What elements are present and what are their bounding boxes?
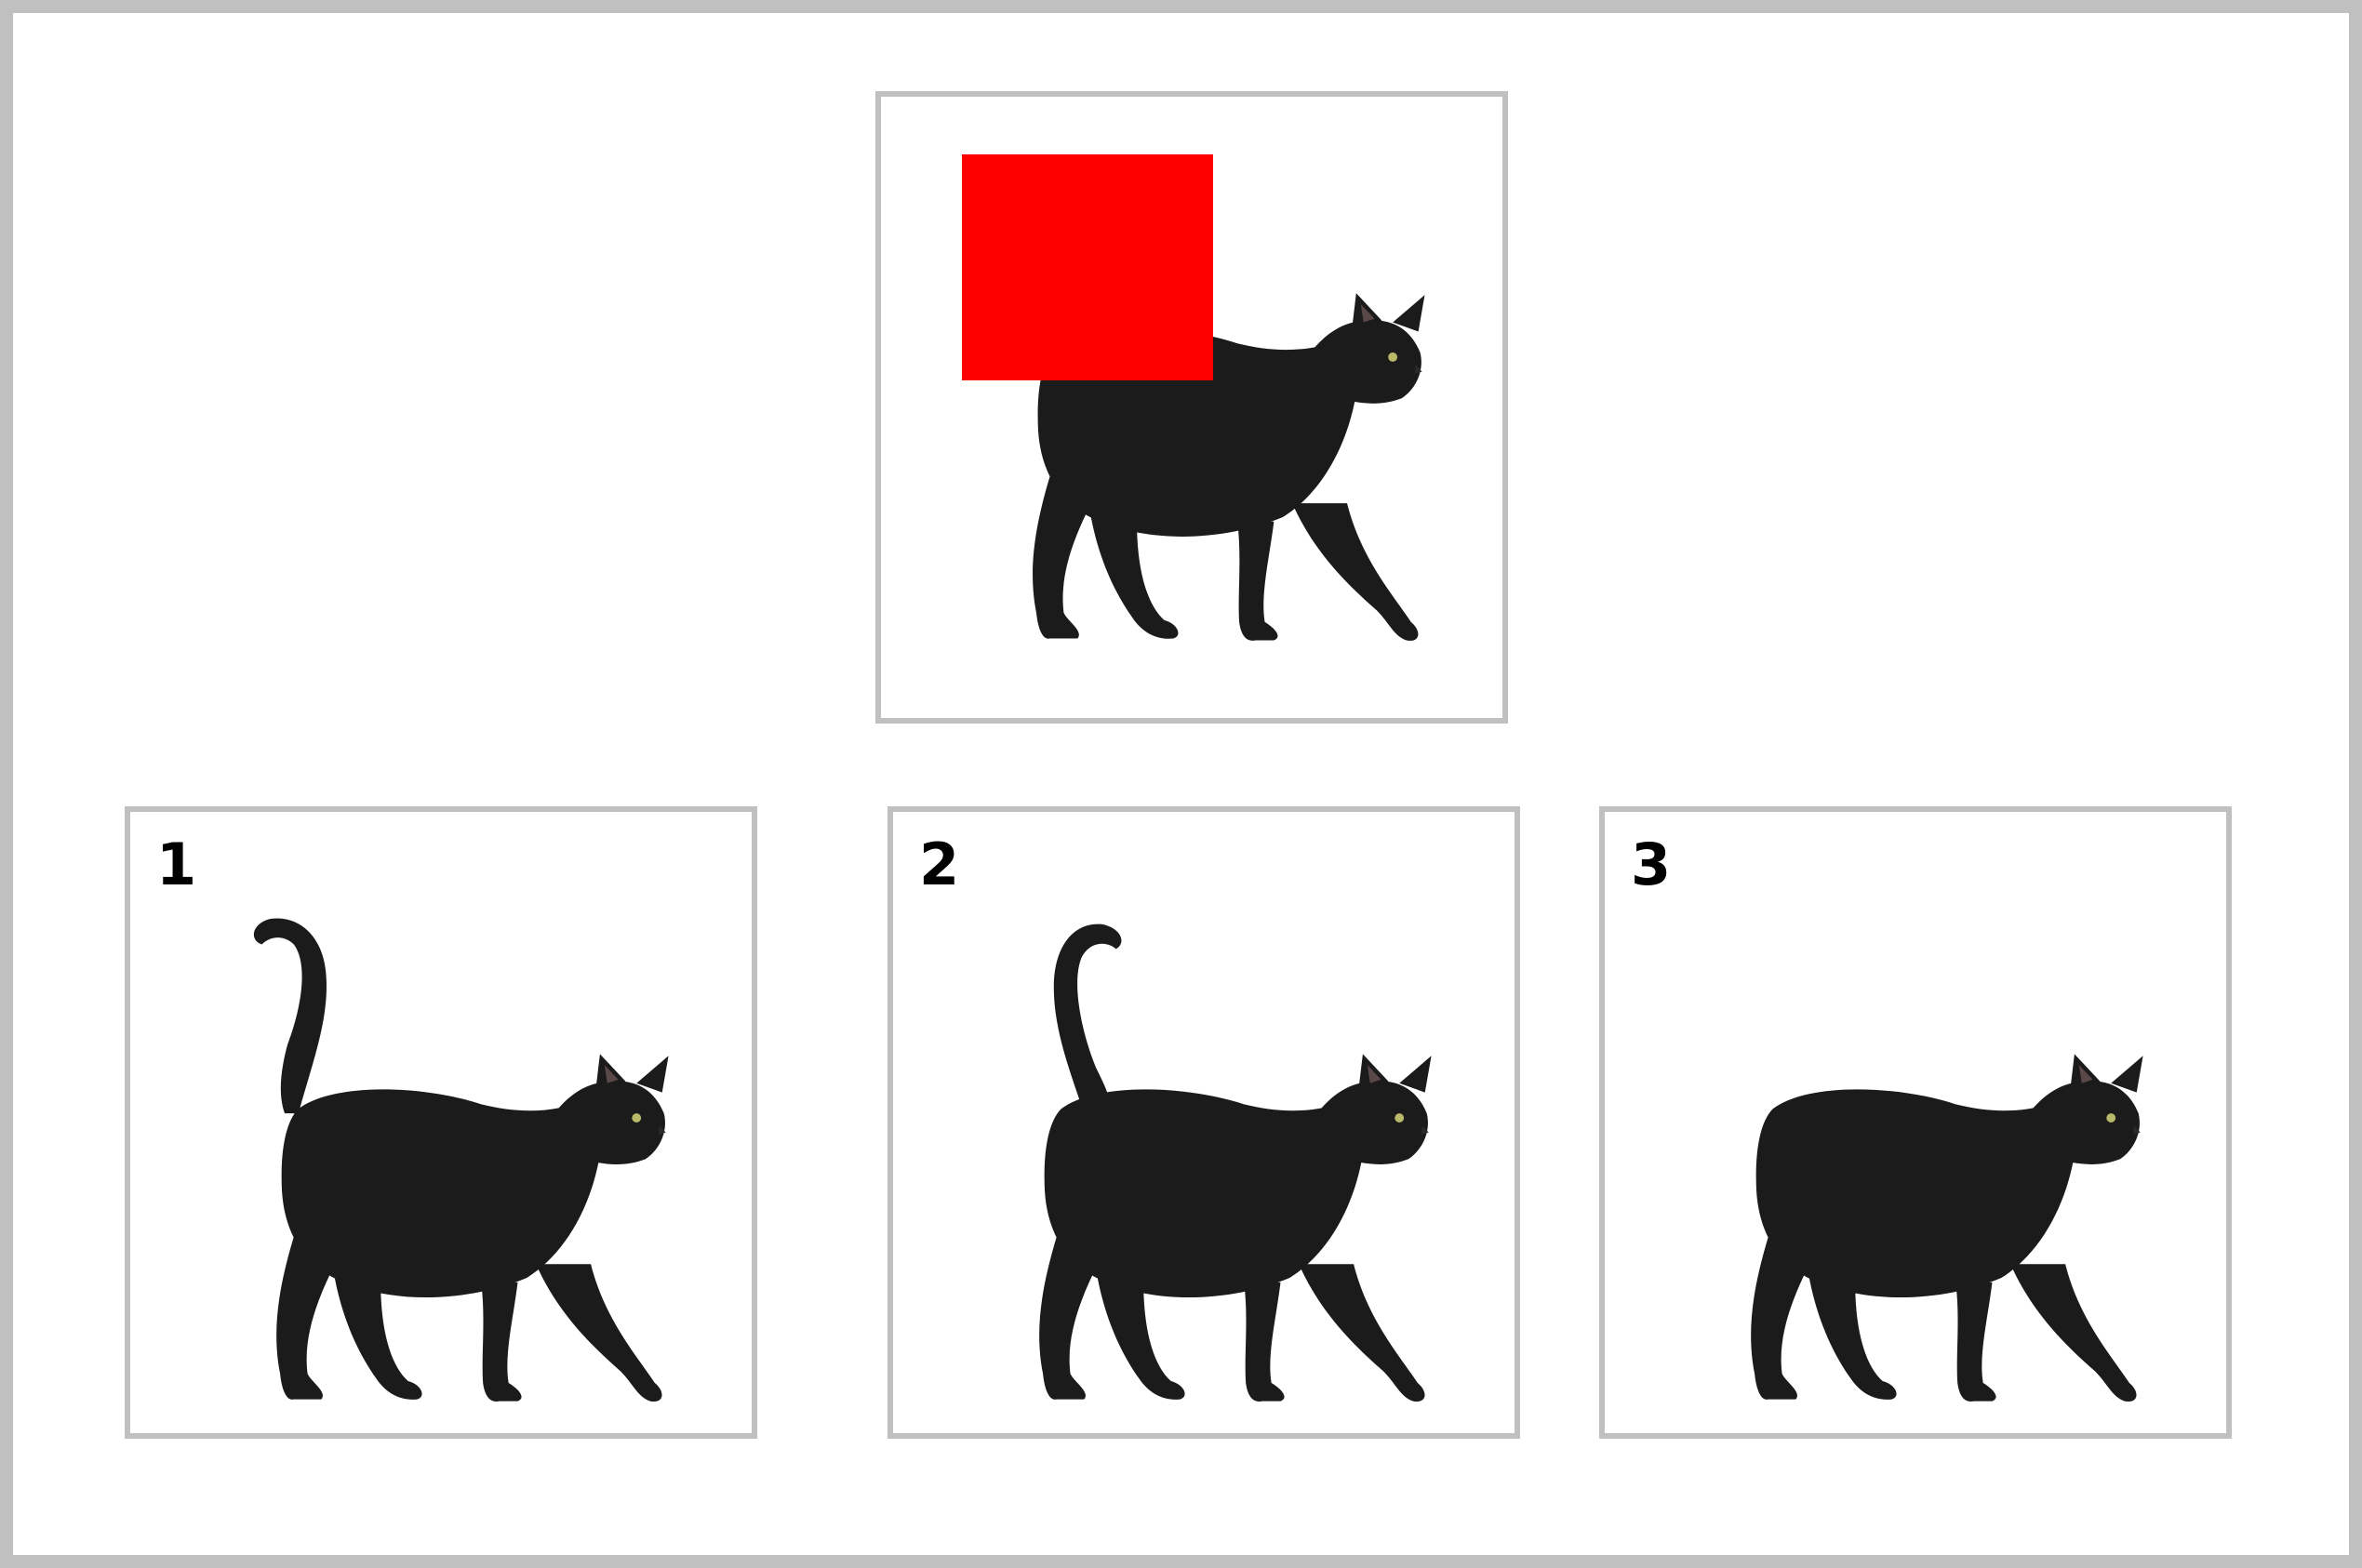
red-occluder-square [962,154,1213,380]
option-panel-1[interactable]: 1 [125,806,757,1439]
option-number-1: 1 [156,831,197,898]
cat-image-option-1 [253,918,669,1402]
option-number-2: 2 [919,831,960,898]
option-number-3: 3 [1631,831,1672,898]
query-panel [875,91,1508,724]
option-panel-3[interactable]: 3 [1599,806,2232,1439]
cat-image-option-3 [1751,1054,2143,1402]
option-panel-2[interactable]: 2 [887,806,1520,1439]
cat-image-option-2 [1039,924,1432,1402]
